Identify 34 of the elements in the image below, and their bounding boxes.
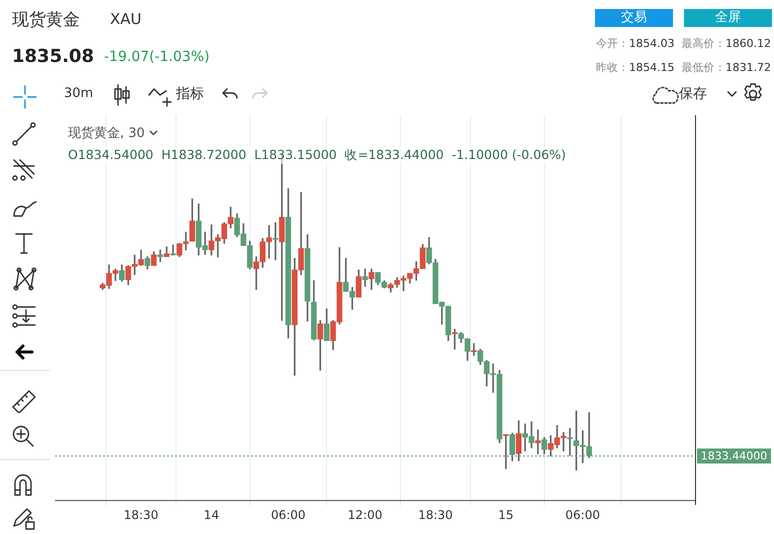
text: 1854.03 [629, 37, 674, 50]
text: 最低价： [682, 61, 726, 74]
candlestick [170, 244, 176, 256]
annotation: L1833.15000 [254, 147, 337, 162]
text: 最高价： [682, 37, 726, 50]
text: 1854.15 [629, 61, 674, 74]
x-tick-label: 06:00 [565, 508, 600, 522]
chart-title: 现货黄金 [12, 9, 80, 31]
annotation: O1834.54000 [68, 147, 154, 162]
candlestick [272, 222, 278, 260]
text: 现货黄金, 30 [68, 126, 145, 141]
annotation: -1.10000 (-0.06%) [452, 147, 566, 162]
x-tick-label: 18:30 [418, 508, 453, 522]
text: 1833.44000 [700, 449, 768, 462]
text: -19.07(-1.03%) [104, 49, 210, 65]
text: 交易 [595, 9, 673, 27]
x-tick-label: 06:00 [270, 508, 306, 522]
text: 1831.72 [726, 61, 771, 74]
x-tick-label: 14 [204, 508, 220, 522]
text: 1835.08 [12, 46, 94, 67]
text: 昨收： [596, 61, 629, 74]
text: 今开： [596, 37, 629, 50]
text: 保存 [679, 85, 707, 103]
chart-subtitle: XAU [110, 10, 142, 28]
x-tick-label: 15 [498, 508, 514, 522]
candlestick [362, 268, 368, 287]
text: 全屏 [684, 9, 772, 27]
text: 1860.12 [726, 37, 771, 50]
text: 指标 [176, 85, 204, 103]
text: 30m [64, 86, 94, 101]
x-tick-label: 18:30 [124, 508, 158, 522]
annotation: H1838.72000 [161, 147, 246, 162]
x-tick-label: 12:00 [348, 508, 382, 522]
annotation: 收=1833.44000 [344, 147, 444, 162]
